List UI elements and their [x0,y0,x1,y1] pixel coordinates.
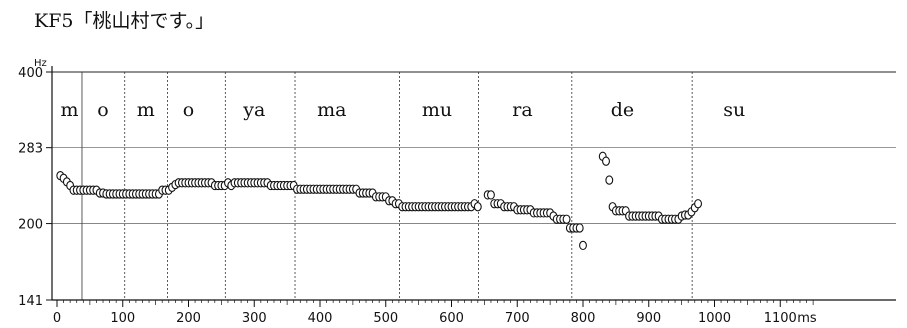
data-point [487,190,495,200]
segment-label: su [723,99,745,121]
data-point [694,199,703,209]
data-point [562,214,571,224]
x-tick-labels: 0 100 200 300 400 500 600 700 800 900 1000 1100 [53,311,797,326]
x-tick-label: 1000 [698,311,731,326]
segment-label: ra [512,99,532,121]
x-tick-label: 800 [571,311,596,326]
data-point [579,240,587,251]
segment-label: o [183,99,194,121]
x-tick-label: 1100 [764,311,797,326]
data-point [575,223,584,233]
segment-label: mu [422,99,452,121]
segment-label: m [60,99,78,121]
y-tick-label: 141 [18,294,43,309]
segment-label: m [137,99,155,121]
data-point [602,156,610,166]
x-tick-label: 100 [110,311,135,326]
segment-label: ma [317,99,346,121]
segment-labels: m o m o ya ma mu ra de su [60,99,745,121]
segment-label: o [97,99,108,121]
y-tick-label: 283 [18,142,43,157]
x-tick-label: 700 [505,311,530,326]
x-tick-label: 300 [242,311,267,326]
data-point [605,175,614,185]
data-points [56,151,703,251]
data-point [473,202,482,212]
y-tick-label: 200 [18,218,43,233]
axes [46,66,896,307]
segment-label: ya [242,99,265,121]
x-unit-label: ms [797,311,817,326]
y-tick-label: 400 [18,66,43,81]
x-tick-label: 900 [636,311,661,326]
x-tick-label: 400 [308,311,333,326]
y-tick-labels: 141 200 283 400 [18,66,43,309]
segment-label: de [611,99,634,121]
axis-units: Hz ms [34,58,817,326]
x-tick-label: 600 [439,311,464,326]
x-tick-label: 200 [176,311,201,326]
x-tick-label: 500 [373,311,398,326]
y-unit-label: Hz [34,58,47,69]
chart-title: KF5「桃山村です。」 [34,10,215,32]
grid [52,71,896,224]
x-tick-label: 0 [53,311,61,326]
